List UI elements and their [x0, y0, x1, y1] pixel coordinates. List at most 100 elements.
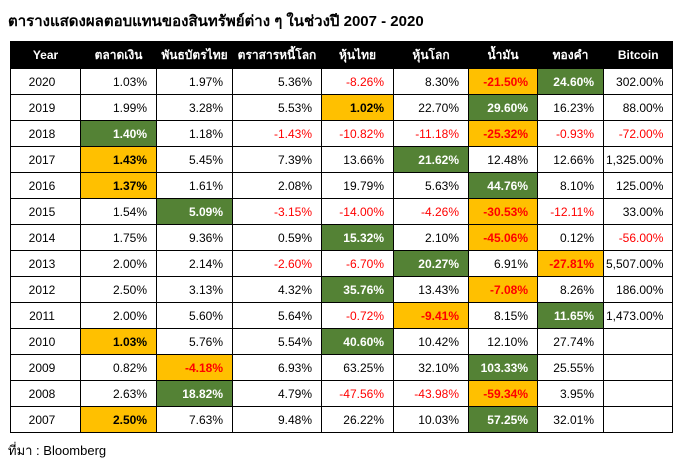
value-cell: 2.10% — [393, 224, 469, 251]
value-cell: 5.53% — [232, 94, 322, 121]
table-row: 2010 1.03% 5.76% 5.54% 40.60% 10.42% 12.10% 27.… — [10, 328, 674, 355]
value-cell: 9.36% — [156, 224, 233, 251]
value-cell: 88.00% — [602, 94, 674, 121]
value-cell: -10.82% — [321, 120, 394, 147]
table-row: 2015 1.54% 5.09% -3.15% -14.00% -4.26% -30.53%… — [10, 198, 674, 225]
value-cell: 2.63% — [80, 380, 157, 407]
table-row: 2017 1.43% 5.45% 7.39% 13.66% 21.62% 12.48% 12.… — [10, 146, 674, 173]
value-cell — [602, 406, 674, 433]
value-cell: -1.43% — [232, 120, 322, 147]
value-cell — [602, 354, 674, 381]
value-cell: 7.39% — [232, 146, 322, 173]
value-cell: 1.40% — [80, 120, 157, 147]
value-cell: 186.00% — [602, 276, 674, 303]
value-cell: 18.82% — [156, 380, 233, 407]
value-cell: 4.79% — [232, 380, 322, 407]
year-cell: 2020 — [10, 68, 81, 95]
value-cell: 1.37% — [80, 172, 157, 199]
value-cell: 103.33% — [468, 354, 538, 381]
value-cell: 5.54% — [232, 328, 322, 355]
value-cell: 0.12% — [537, 224, 604, 251]
value-cell: -9.41% — [393, 302, 469, 329]
value-cell: -4.26% — [393, 198, 469, 225]
value-cell: -0.72% — [321, 302, 394, 329]
value-cell: -21.50% — [468, 68, 538, 95]
value-cell: -0.93% — [537, 120, 604, 147]
value-cell: 1,473.00% — [602, 302, 674, 329]
value-cell — [602, 328, 674, 355]
table-row: 2014 1.75% 9.36% 0.59% 15.32% 2.10% -45.06% 0.1… — [10, 224, 674, 251]
table-row: 2018 1.40% 1.18% -1.43% -10.82% -11.18% -25.32… — [10, 120, 674, 147]
value-cell: 32.01% — [537, 406, 604, 433]
year-cell: 2017 — [10, 146, 81, 173]
header-cell: ตราสารหนี้โลก — [232, 41, 322, 69]
value-cell — [602, 380, 674, 407]
value-cell: 5.63% — [393, 172, 469, 199]
value-cell: 26.22% — [321, 406, 394, 433]
value-cell: 302.00% — [602, 68, 674, 95]
year-cell: 2019 — [10, 94, 81, 121]
year-cell: 2012 — [10, 276, 81, 303]
header-cell: หุ้นไทย — [321, 41, 394, 69]
value-cell: -8.26% — [321, 68, 394, 95]
table-row: 2008 2.63% 18.82% 4.79% -47.56% -43.98% -59.34… — [10, 380, 674, 407]
value-cell: 22.70% — [393, 94, 469, 121]
value-cell: 12.66% — [537, 146, 604, 173]
value-cell: 3.95% — [537, 380, 604, 407]
value-cell: 2.14% — [156, 250, 233, 277]
value-cell: 12.48% — [468, 146, 538, 173]
asset-returns-table: Year ตลาดเงิน พันธบัตรไทย ตราสารหนี้โลก หุ้น… — [10, 41, 674, 433]
value-cell: 9.48% — [232, 406, 322, 433]
year-cell: 2009 — [10, 354, 81, 381]
value-cell: 13.66% — [321, 146, 394, 173]
table-row: 2011 2.00% 5.60% 5.64% -0.72% -9.41% 8.15% 11.6… — [10, 302, 674, 329]
year-cell: 2007 — [10, 406, 81, 433]
value-cell: 24.60% — [537, 68, 604, 95]
header-cell: ทองคำ — [537, 41, 604, 69]
value-cell: 63.25% — [321, 354, 394, 381]
value-cell: 2.00% — [80, 250, 157, 277]
header-cell: น้ำมัน — [468, 41, 538, 69]
value-cell: 2.08% — [232, 172, 322, 199]
value-cell: -47.56% — [321, 380, 394, 407]
value-cell: -3.15% — [232, 198, 322, 225]
value-cell: 1.97% — [156, 68, 233, 95]
value-cell: 57.25% — [468, 406, 538, 433]
value-cell: 1,325.00% — [602, 146, 674, 173]
value-cell: 4.32% — [232, 276, 322, 303]
value-cell: 5.76% — [156, 328, 233, 355]
value-cell: 29.60% — [468, 94, 538, 121]
value-cell: 32.10% — [393, 354, 469, 381]
table-row: 2019 1.99% 3.28% 5.53% 1.02% 22.70% 29.60% 16.2… — [10, 94, 674, 121]
value-cell: -4.18% — [156, 354, 233, 381]
value-cell: 6.93% — [232, 354, 322, 381]
value-cell: 2.50% — [80, 406, 157, 433]
source-note: ที่มา : Bloomberg — [8, 443, 107, 458]
value-cell: 1.02% — [321, 94, 394, 121]
header-cell: ตลาดเงิน — [80, 41, 157, 69]
value-cell: -43.98% — [393, 380, 469, 407]
table-row: 2013 2.00% 2.14% -2.60% -6.70% 20.27% 6.91% -27… — [10, 250, 674, 277]
value-cell: 19.79% — [321, 172, 394, 199]
table-row: 2016 1.37% 1.61% 2.08% 19.79% 5.63% 44.76% 8.10… — [10, 172, 674, 199]
value-cell: 21.62% — [393, 146, 469, 173]
value-cell: 8.30% — [393, 68, 469, 95]
year-cell: 2015 — [10, 198, 81, 225]
table-row: 2009 0.82% -4.18% 6.93% 63.25% 32.10% 103.33% 2… — [10, 354, 674, 381]
value-cell: 1.54% — [80, 198, 157, 225]
value-cell: -2.60% — [232, 250, 322, 277]
value-cell: 8.10% — [537, 172, 604, 199]
value-cell: 11.65% — [537, 302, 604, 329]
value-cell: 5.60% — [156, 302, 233, 329]
table-row: 2020 1.03% 1.97% 5.36% -8.26% 8.30% -21.50% 24.… — [10, 68, 674, 95]
value-cell: 40.60% — [321, 328, 394, 355]
value-cell: -27.81% — [537, 250, 604, 277]
value-cell: 33.00% — [602, 198, 674, 225]
value-cell: 3.13% — [156, 276, 233, 303]
value-cell: 6.91% — [468, 250, 538, 277]
year-cell: 2010 — [10, 328, 81, 355]
value-cell: 8.15% — [468, 302, 538, 329]
value-cell: 10.42% — [393, 328, 469, 355]
header-cell-year: Year — [10, 41, 81, 69]
value-cell: 1.43% — [80, 146, 157, 173]
